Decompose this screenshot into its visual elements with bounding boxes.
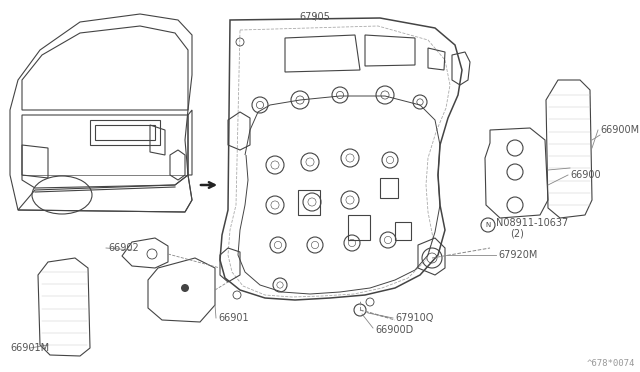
Text: N: N bbox=[485, 222, 491, 228]
Text: ^678*0074: ^678*0074 bbox=[587, 359, 635, 368]
Bar bbox=[298, 190, 320, 215]
Text: 66900M: 66900M bbox=[600, 125, 639, 135]
Text: 67905: 67905 bbox=[300, 12, 330, 22]
Text: 67920M: 67920M bbox=[498, 250, 538, 260]
Bar bbox=[348, 215, 370, 240]
Text: N08911-10637: N08911-10637 bbox=[496, 218, 568, 228]
Text: 66901M: 66901M bbox=[10, 343, 49, 353]
Bar bbox=[395, 222, 411, 240]
Text: 66900: 66900 bbox=[570, 170, 600, 180]
Text: 66901: 66901 bbox=[218, 313, 248, 323]
Text: 67910Q: 67910Q bbox=[395, 313, 433, 323]
Text: 66902: 66902 bbox=[108, 243, 139, 253]
Text: (2): (2) bbox=[510, 228, 524, 238]
Circle shape bbox=[181, 284, 189, 292]
Text: 66900D: 66900D bbox=[375, 325, 413, 335]
Bar bbox=[380, 178, 398, 198]
